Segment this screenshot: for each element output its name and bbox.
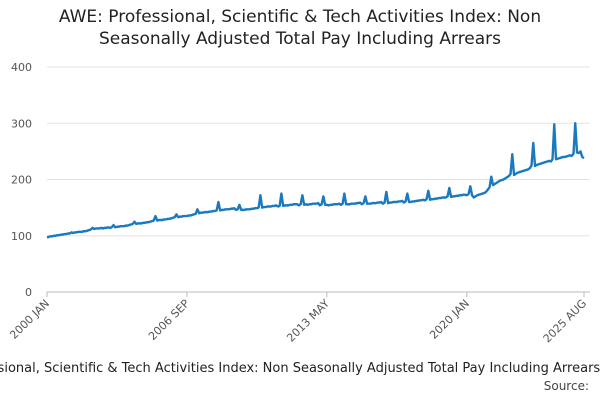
y-tick-label: 300	[11, 117, 32, 130]
y-tick-label: 100	[11, 230, 32, 243]
x-tick-label: 2013 MAY	[284, 297, 332, 345]
legend-label: AWE: Professional, Scientific & Tech Act…	[0, 361, 600, 376]
y-tick-label: 200	[11, 174, 32, 187]
x-tick-label: 2025 AUG	[541, 297, 590, 346]
x-tick-label: 2000 JAN	[7, 297, 52, 342]
y-tick-label: 0	[25, 286, 32, 299]
line	[46, 122, 585, 239]
y-tick-label: 400	[11, 61, 32, 74]
x-tick-label: 2006 SEP	[146, 297, 192, 343]
x-tick-label: 2020 JAN	[427, 297, 472, 342]
chart-title: AWE: Professional, Scientific & Tech Act…	[58, 7, 542, 49]
source: Source:	[544, 379, 589, 393]
